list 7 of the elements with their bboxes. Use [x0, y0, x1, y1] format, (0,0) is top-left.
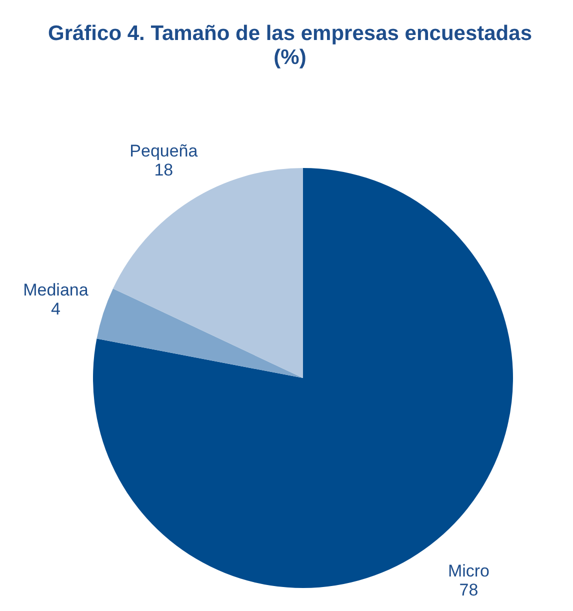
- slice-label: Pequeña: [130, 141, 198, 160]
- data-label: 78: [459, 580, 478, 600]
- slice-label: Mediana: [23, 280, 89, 300]
- data-label: 18: [154, 160, 174, 180]
- chart-title: Gráfico 4. Tamaño de las empresas encuestadas (%): [47, 22, 533, 70]
- slice-label: Micro: [448, 561, 490, 580]
- data-label: 4: [50, 300, 60, 319]
